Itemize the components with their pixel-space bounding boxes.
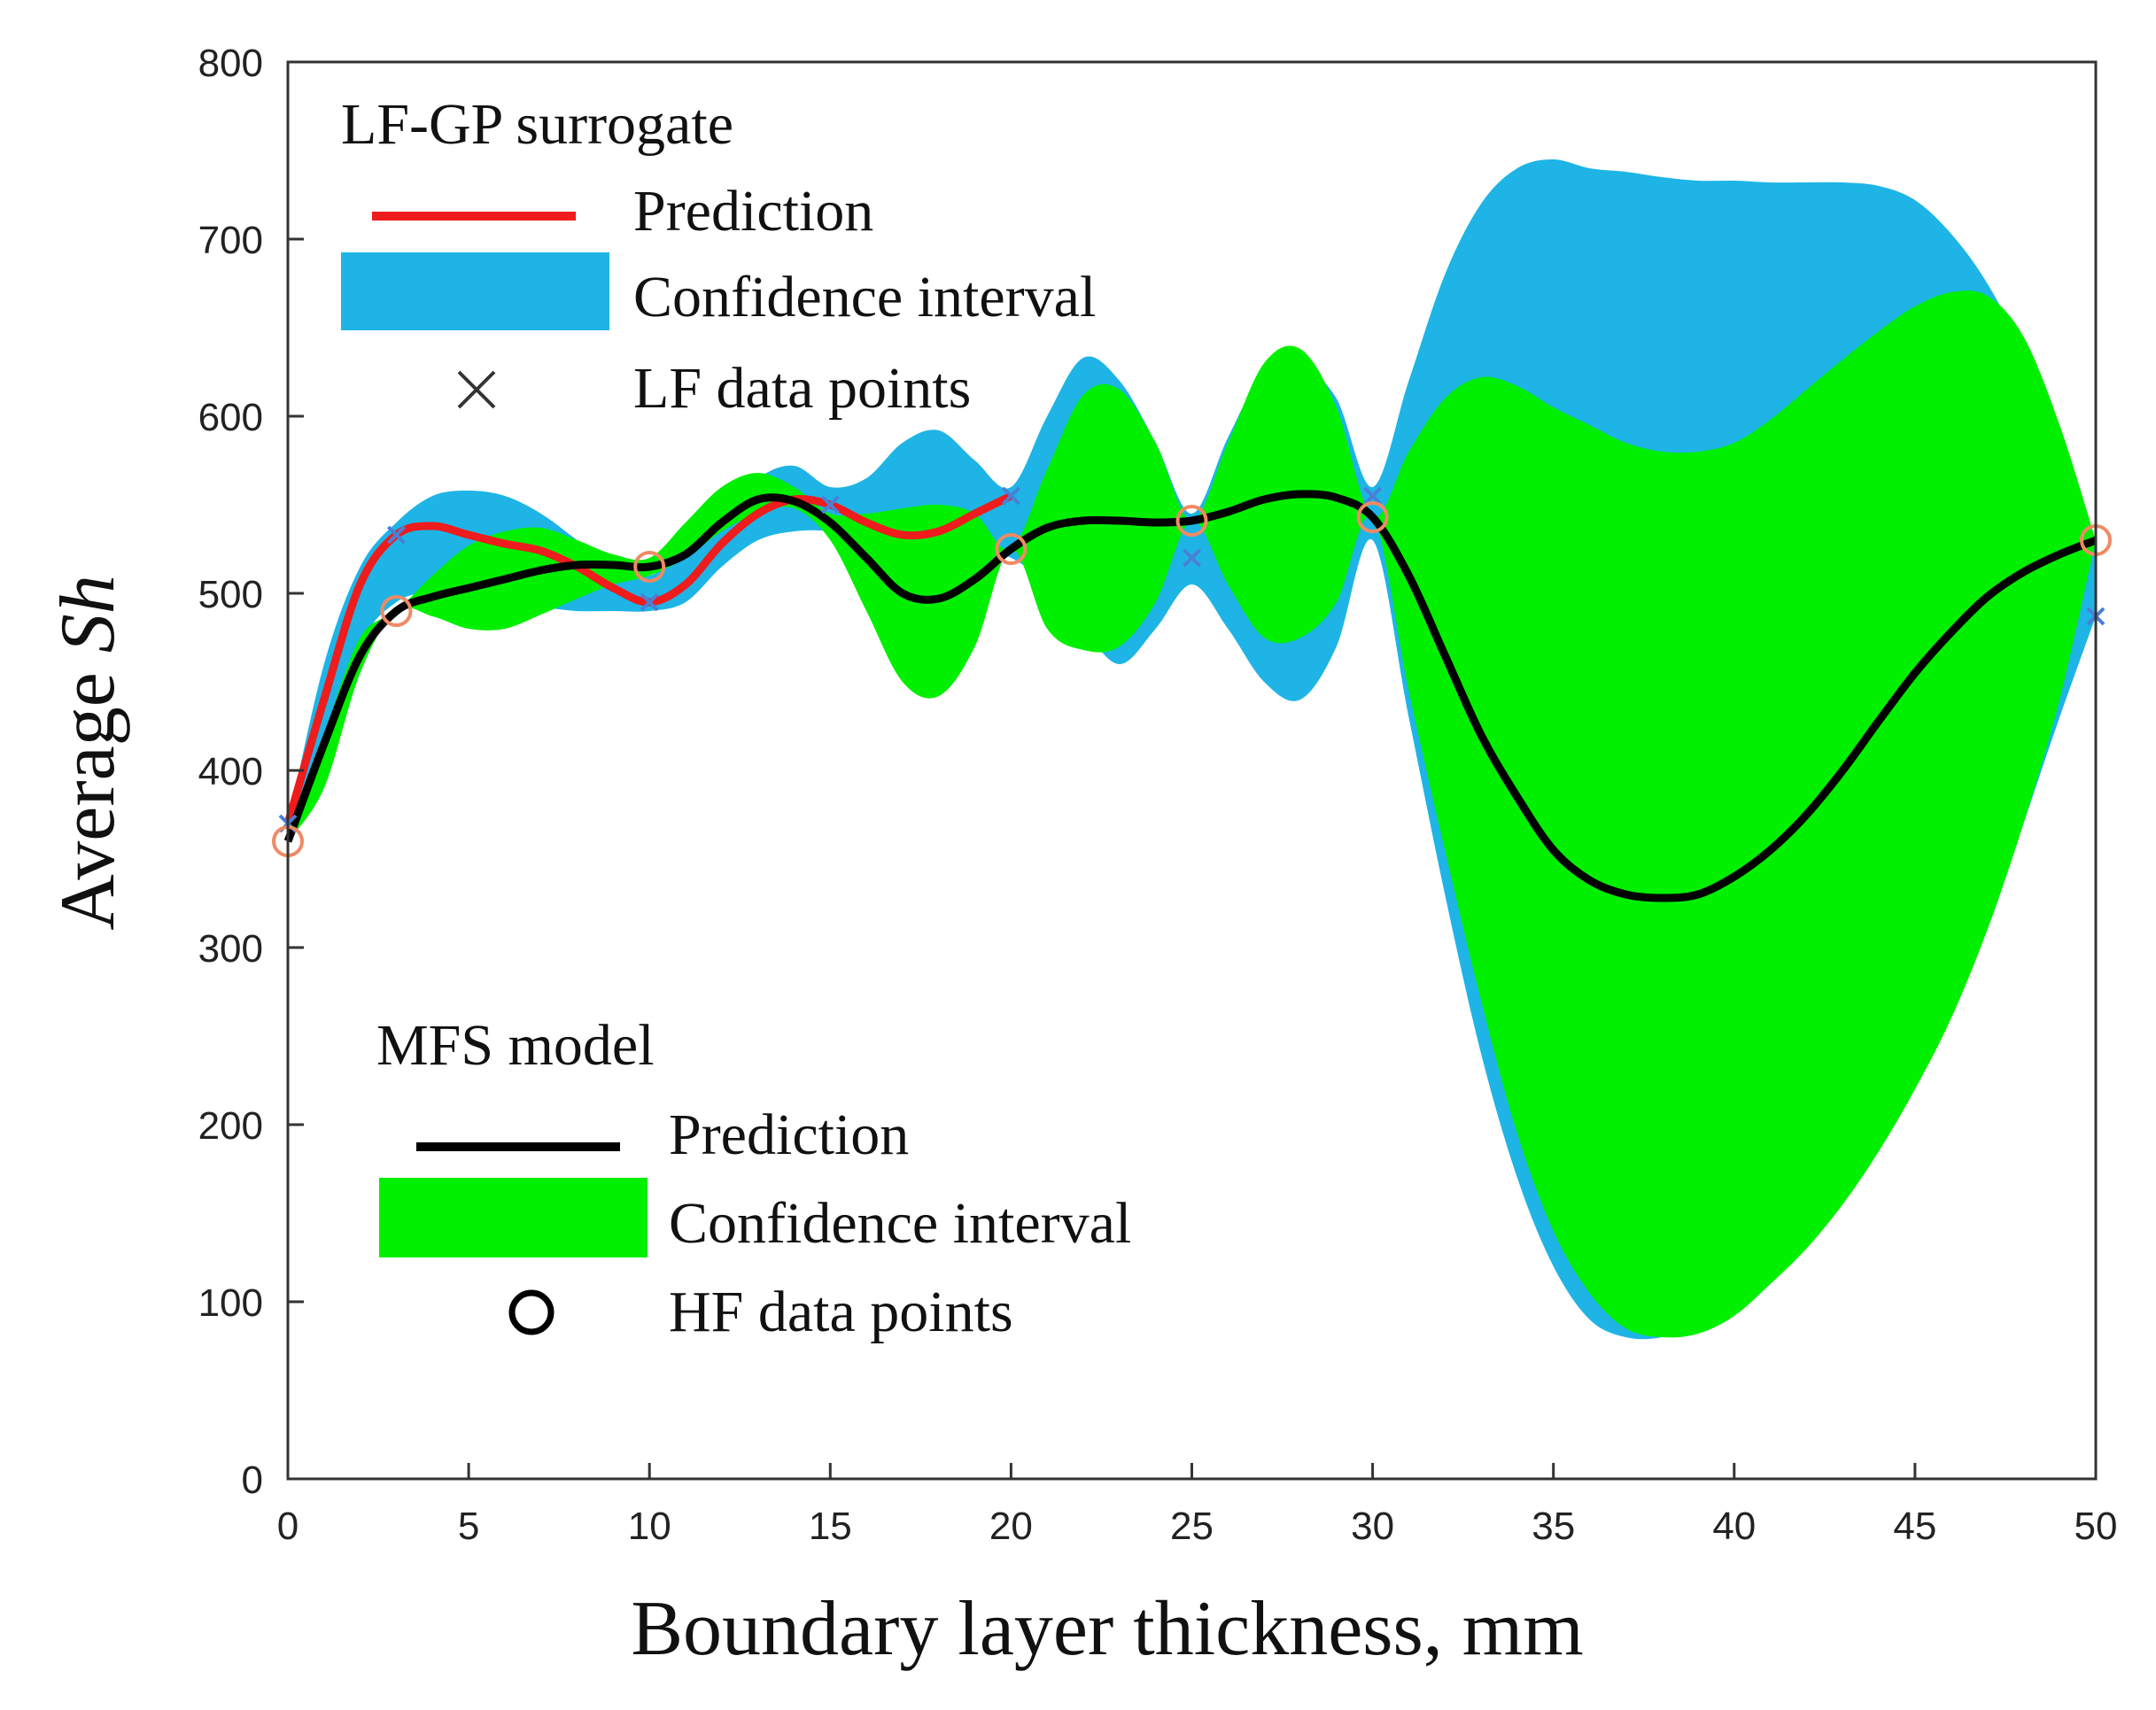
x-tick-label: 0 (277, 1505, 299, 1548)
lf-data-point (1363, 486, 1383, 506)
lf-data-point (640, 592, 659, 612)
x-tick-label: 50 (2075, 1505, 2118, 1548)
lf-data-point (1183, 548, 1201, 568)
legend-lf-title: LF-GP surrogate (341, 92, 733, 157)
legend-mfs-confidence-swatch (379, 1178, 648, 1257)
mfs-prediction-line (283, 490, 2098, 902)
y-tick-label: 400 (198, 750, 263, 793)
x-tick-label: 45 (1893, 1505, 1936, 1548)
legend-lf-confidence-swatch (341, 252, 609, 330)
legend-lf-confidence-label: Confidence interval (633, 265, 1096, 329)
legend-mfs-title: MFS model (376, 1013, 655, 1078)
x-tick-label: 40 (1712, 1505, 1756, 1548)
legend-lf-points-marker (457, 370, 496, 409)
hf-data-point (1356, 501, 1389, 533)
y-axis-title-main: Average (45, 653, 131, 931)
x-tick-label: 20 (989, 1505, 1033, 1548)
y-tick-label: 300 (198, 927, 263, 971)
lf-data-point-stroke (820, 495, 840, 515)
y-axis-ticks: 0 100 200 300 400 500 600 700 800 (198, 42, 304, 1502)
y-tick-label: 600 (198, 396, 263, 439)
y-axis-title: Average Sh (45, 575, 131, 931)
y-tick-label: 500 (198, 573, 263, 616)
lf-data-point (820, 495, 840, 515)
data-point-markers (272, 486, 2112, 857)
y-tick-label: 100 (198, 1281, 263, 1325)
legend-mfs-hf-label: HF data points (669, 1280, 1013, 1344)
lf-prediction-line (283, 491, 1013, 825)
confidence-bands (288, 159, 2096, 1340)
y-tick-label: 0 (242, 1459, 263, 1502)
hf-data-point (633, 551, 666, 583)
lf-data-point (1001, 486, 1020, 506)
hf-data-point (995, 533, 1028, 565)
prediction-lines (283, 490, 2098, 902)
lf-data-point-stroke (640, 592, 659, 612)
legend-mfs-prediction-label: Prediction (669, 1103, 909, 1167)
mfs-confidence-band (288, 290, 2096, 1338)
hf-data-point (1175, 505, 1208, 537)
lf-data-point-stroke (1363, 486, 1383, 506)
y-tick-label: 800 (198, 42, 263, 85)
legend-mfs-confidence-label: Confidence interval (669, 1191, 1131, 1256)
legend-lf-prediction-label: Prediction (633, 179, 873, 244)
lf-data-point (387, 525, 406, 545)
x-axis-title: Boundary layer thickness, mm (631, 1586, 1583, 1672)
x-tick-label: 25 (1170, 1505, 1214, 1548)
x-tick-label: 35 (1532, 1505, 1575, 1548)
x-axis-ticks: 0 5 10 15 20 25 30 35 40 45 50 (277, 1463, 2118, 1548)
legend-mfs-hf-marker (508, 1289, 555, 1335)
lf-data-point-stroke (1183, 548, 1201, 568)
hf-data-point (380, 595, 413, 627)
lf-data-point-stroke (1001, 486, 1020, 506)
legend-lf-points-label: LF data points (633, 356, 971, 421)
legend-mfs: MFS model Prediction Confidence interval… (376, 1013, 1131, 1344)
x-tick-label: 15 (809, 1505, 852, 1548)
x-tick-label: 10 (628, 1505, 671, 1548)
x-tick-label: 5 (458, 1505, 479, 1548)
legend-lf: LF-GP surrogate Prediction Confidence in… (341, 92, 1096, 421)
y-axis-title-italic: Sh (45, 575, 131, 653)
y-tick-label: 700 (198, 219, 263, 262)
lf-data-point-stroke (387, 525, 406, 545)
y-tick-label: 200 (198, 1104, 263, 1148)
x-tick-label: 30 (1351, 1505, 1394, 1548)
